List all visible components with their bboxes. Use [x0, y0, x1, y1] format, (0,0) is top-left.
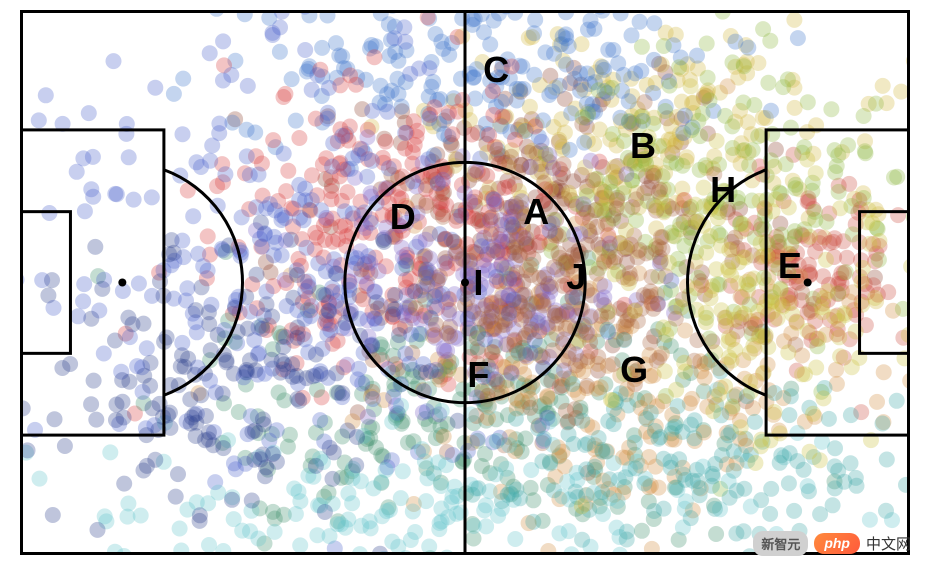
chart-container: CBHDAIJEFG 新智元 php 中文网: [0, 0, 931, 566]
watermark-cn: 中文网: [866, 533, 911, 554]
pitch-svg: [20, 10, 910, 555]
watermark-bubble: 新智元: [753, 531, 808, 556]
watermark: 新智元 php 中文网: [753, 531, 911, 556]
pitch-wrap: CBHDAIJEFG: [20, 10, 910, 555]
watermark-logo: php: [814, 533, 860, 554]
